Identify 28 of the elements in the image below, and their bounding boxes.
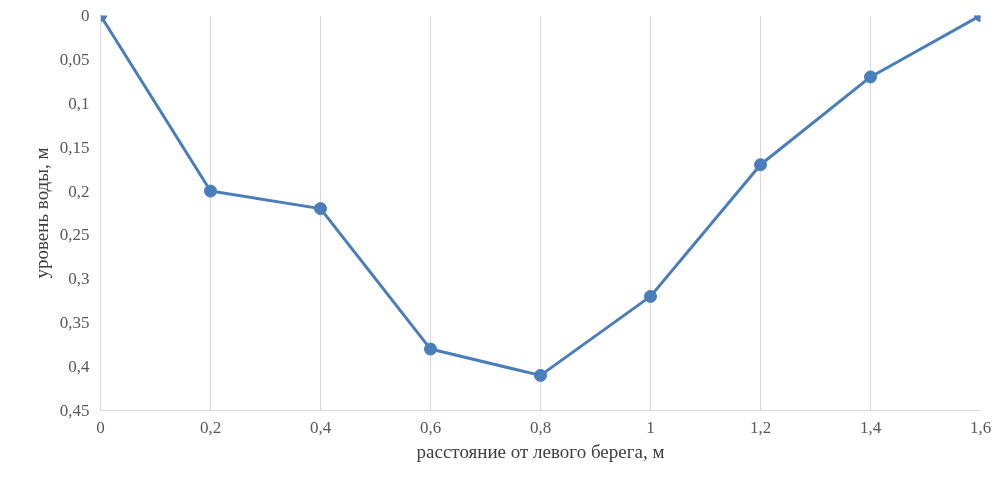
- point: [864, 70, 877, 84]
- x-tick-label: 0,4: [309, 417, 332, 437]
- x-tick-label: 0,8: [529, 417, 552, 437]
- y-axis-title: уровень воды, м: [30, 147, 52, 279]
- x-axis-title: расстояние от левого берега, м: [416, 440, 665, 462]
- point: [534, 368, 547, 382]
- x-tick-label: 0: [96, 417, 105, 437]
- x-tick-label: 1,2: [749, 417, 772, 437]
- x-tick-label: 1: [646, 417, 655, 437]
- y-tick-label: 0,4: [68, 357, 90, 377]
- point: [204, 184, 217, 198]
- x-tick-label: 0,6: [419, 417, 442, 437]
- point: [644, 289, 657, 303]
- point: [424, 342, 437, 356]
- y-tick-label: 0,35: [59, 313, 90, 333]
- y-tick-label: 0,05: [59, 49, 90, 69]
- y-tick-label: 0,2: [68, 181, 90, 201]
- point: [754, 158, 767, 172]
- y-tick-label: 0,15: [59, 137, 90, 157]
- y-tick-label: 0,3: [68, 269, 90, 289]
- y-tick-label: 0: [81, 6, 90, 25]
- y-tick-label: 0,45: [59, 401, 90, 420]
- y-tick-label: 0,1: [68, 93, 90, 113]
- x-tick-label: 1,4: [859, 417, 882, 437]
- x-tick-label: 1,6: [969, 417, 992, 437]
- point: [314, 202, 327, 216]
- x-tick-label: 0,2: [199, 417, 222, 437]
- y-tick-label: 0,25: [59, 225, 90, 245]
